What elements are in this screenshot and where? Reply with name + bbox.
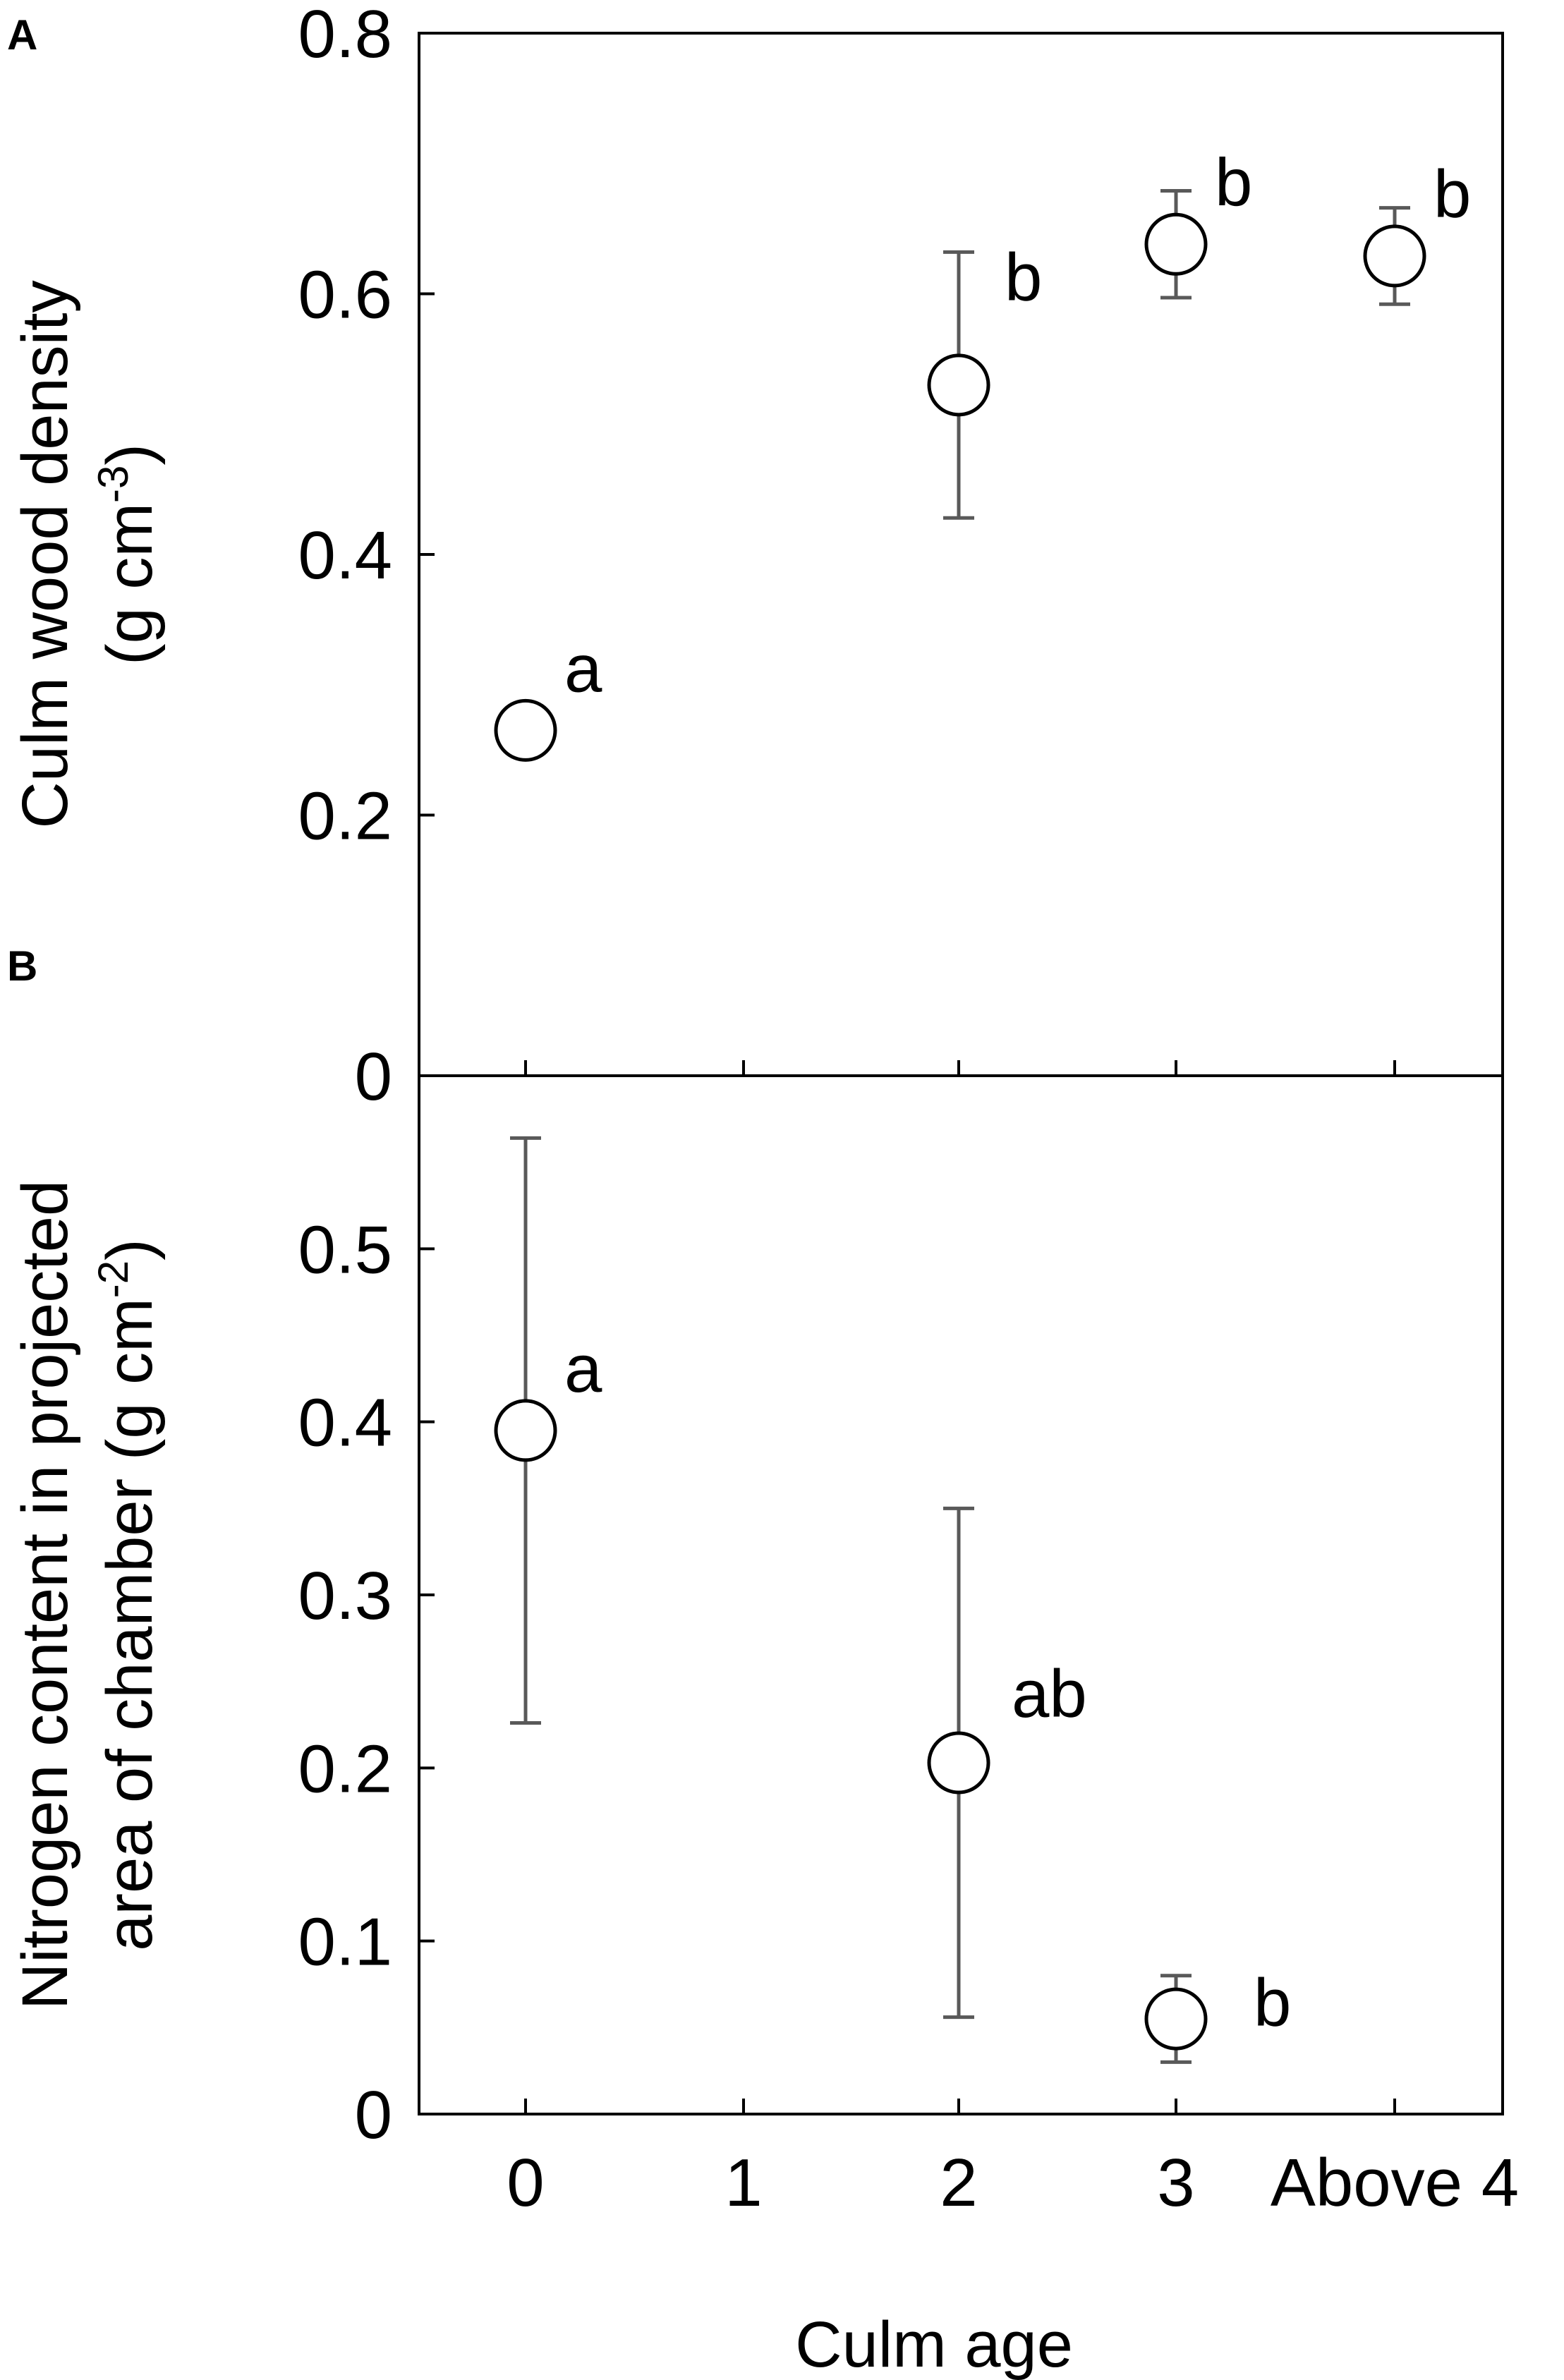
y-tick-label: 0.5	[298, 1212, 392, 1287]
data-point	[1363, 224, 1426, 288]
x-tick-label: 1	[725, 2145, 762, 2221]
y-axis-title-superscript: -2	[90, 1261, 137, 1298]
significance-label: a	[564, 1331, 602, 1407]
y-tick-label: 0.4	[298, 1385, 392, 1461]
panel-b-y-axis-title: Nitrogen content in projected area of cha…	[9, 1180, 166, 2010]
y-tick-label: 0.6	[298, 257, 392, 333]
significance-label: b	[1254, 1965, 1291, 2041]
significance-label: b	[1005, 240, 1042, 315]
y-axis-title-superscript: -3	[90, 466, 137, 503]
significance-label: b	[1433, 157, 1471, 232]
significance-label: a	[564, 631, 602, 706]
x-tick-label: 2	[940, 2145, 977, 2221]
y-tick-label: 0	[355, 2077, 392, 2153]
y-tick-label: 0.8	[298, 0, 392, 72]
data-point	[494, 1399, 557, 1462]
panel-a-y-axis-title: Culm wood density (g cm-3)	[9, 280, 166, 828]
y-axis-title-line-2-end: )	[94, 1239, 166, 1261]
y-axis-title-line-2-end: )	[94, 444, 166, 466]
data-point	[927, 1731, 990, 1795]
x-axis-title: Culm age	[795, 2309, 1073, 2380]
y-axis-title-line-2: area of chamber (g cm	[94, 1298, 166, 1950]
panel-a-x-ticks	[524, 1060, 1396, 1076]
panel-b-frame	[418, 1074, 1504, 2115]
x-tick-label: 3	[1157, 2145, 1194, 2221]
panel-b-x-axis: 0 1 2 3 Above 4	[507, 2099, 1519, 2221]
y-tick-label: 0	[355, 1039, 392, 1115]
data-point	[927, 353, 990, 417]
data-point	[1144, 1987, 1208, 2051]
y-tick-label: 0.2	[298, 1731, 392, 1807]
x-tick-label: 0	[507, 2145, 544, 2221]
panel-a-frame	[418, 32, 1504, 1077]
panel-a-y-axis: 0 0.2 0.4 0.6 0.8	[298, 0, 435, 1115]
panel-a-data: a b b b	[494, 145, 1471, 762]
y-axis-title-line-1: Culm wood density	[9, 280, 81, 828]
panel-a: A 0 0.2 0.4 0.6 0.8 a b b b Culm wood density (g…	[7, 0, 1504, 1115]
significance-label: b	[1215, 145, 1252, 220]
y-tick-label: 0.1	[298, 1905, 392, 1980]
data-point	[1144, 212, 1208, 276]
y-axis-title-line-2: (g cm	[94, 503, 166, 665]
significance-label: ab	[1012, 1656, 1087, 1732]
panel-b-y-axis: 0 0.1 0.2 0.3 0.4 0.5	[298, 1212, 435, 2153]
y-tick-label: 0.3	[298, 1558, 392, 1634]
panel-b: B 0 0.1 0.2 0.3 0.4 0.5 0 1 2 3 Above 4 a ab b Nitr…	[7, 942, 1519, 2380]
data-point	[494, 698, 557, 762]
y-tick-label: 0.2	[298, 779, 392, 854]
y-axis-title-line-1: Nitrogen content in projected	[9, 1180, 81, 2010]
panel-b-letter: B	[7, 942, 37, 990]
panel-b-data: a ab b	[494, 1136, 1291, 2064]
x-tick-label: Above 4	[1271, 2145, 1519, 2221]
panel-a-letter: A	[7, 11, 37, 59]
y-tick-label: 0.4	[298, 518, 392, 593]
